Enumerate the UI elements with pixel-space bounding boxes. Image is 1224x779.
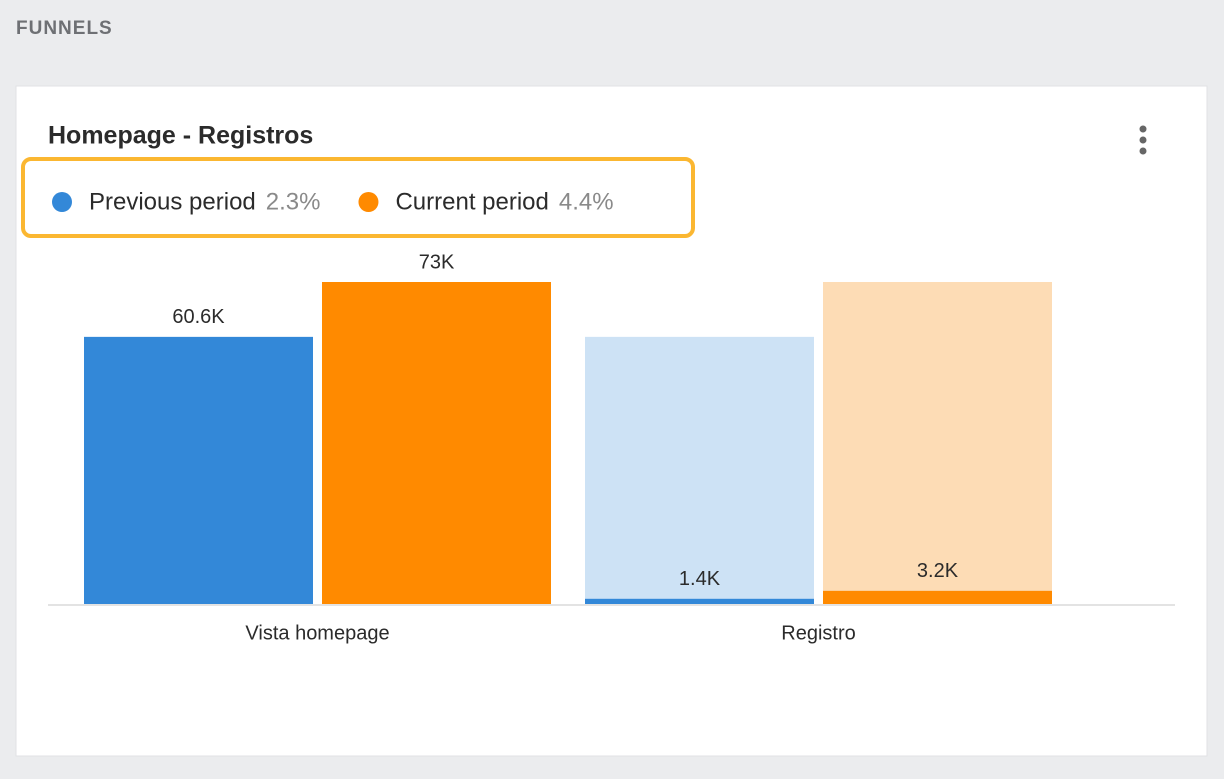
legend-dot	[52, 192, 72, 212]
x-tick-label: Registro	[781, 622, 855, 644]
value-label: 60.6K	[172, 306, 225, 328]
legend-item[interactable]: Previous period 2.3%	[52, 188, 320, 215]
chart-title: Homepage - Registros	[48, 122, 313, 150]
section-title: FUNNELS	[16, 18, 113, 39]
legend-item[interactable]: Current period 4.4%	[358, 188, 614, 215]
value-label: 1.4K	[679, 568, 721, 590]
value-label: 73K	[419, 251, 455, 273]
entry-bar	[585, 336, 814, 605]
menu-button[interactable]	[1139, 125, 1147, 155]
entry-bar	[823, 282, 1052, 605]
legend-rate: 4.4%	[559, 188, 614, 215]
legend-highlight	[21, 157, 695, 238]
x-tick-label: Vista homepage	[245, 622, 389, 644]
bar	[84, 336, 313, 605]
legend-label: Current period	[395, 188, 548, 215]
legend-dot	[358, 192, 379, 212]
legend-label: Previous period	[89, 188, 256, 215]
menu-dot	[1139, 136, 1147, 144]
menu-dot	[1139, 125, 1147, 133]
menu-dot	[1139, 147, 1147, 155]
legend-rate: 2.3%	[266, 188, 321, 215]
bar	[322, 282, 551, 605]
value-label: 3.2K	[917, 560, 959, 582]
bar	[585, 598, 814, 605]
bar	[823, 590, 1052, 605]
